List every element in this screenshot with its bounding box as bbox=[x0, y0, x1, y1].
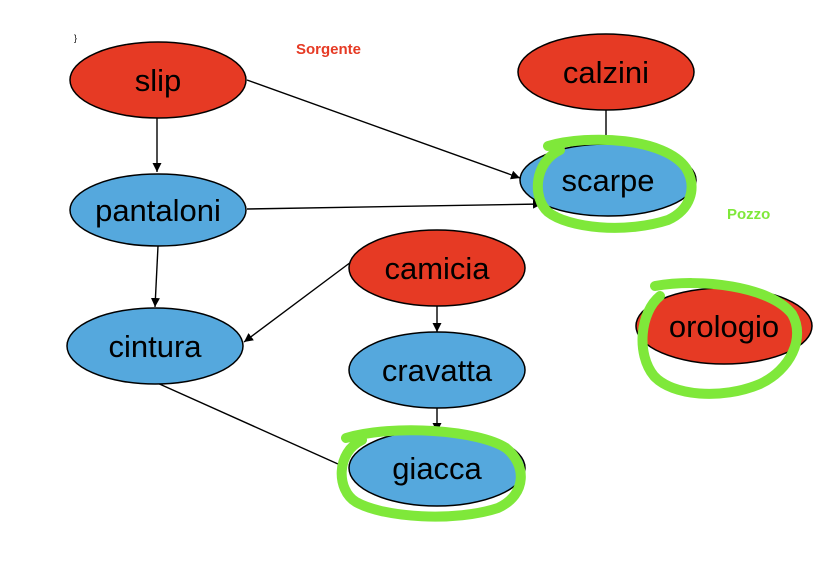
highlight-circle-giacca bbox=[336, 425, 526, 522]
highlight-layer bbox=[336, 134, 802, 522]
node-giacca-label: giacca bbox=[392, 451, 482, 486]
node-calzini: calzini bbox=[517, 33, 695, 111]
node-orologio: orologio bbox=[635, 287, 813, 365]
node-camicia-label: camicia bbox=[384, 251, 490, 286]
node-scarpe-label: scarpe bbox=[561, 163, 654, 198]
node-pantaloni: pantaloni bbox=[69, 173, 247, 247]
node-orologio-label: orologio bbox=[669, 309, 779, 344]
node-camicia: camicia bbox=[348, 229, 526, 307]
edge-pantaloni-cintura bbox=[150, 245, 160, 308]
node-cintura-label: cintura bbox=[108, 329, 202, 364]
node-slip: slip bbox=[69, 41, 247, 119]
node-scarpe: scarpe bbox=[519, 143, 697, 217]
nodes-layer: slip calzini scarpe pantaloni camicia cintura… bbox=[66, 33, 813, 507]
legend-sink: Pozzo bbox=[727, 206, 771, 223]
node-giacca: giacca bbox=[348, 429, 526, 507]
node-pantaloni-label: pantaloni bbox=[95, 193, 221, 228]
node-cravatta-label: cravatta bbox=[382, 353, 493, 388]
edge-slip-scarpe bbox=[246, 79, 521, 180]
highlight-circle-orologio bbox=[637, 278, 802, 399]
node-cintura: cintura bbox=[66, 307, 244, 385]
node-cravatta: cravatta bbox=[348, 331, 526, 409]
edge-camicia-cintura bbox=[243, 261, 352, 343]
node-pantaloni-shape bbox=[69, 173, 247, 247]
node-camicia-shape bbox=[348, 229, 526, 307]
corner-mark: } bbox=[74, 33, 78, 43]
node-calzini-shape bbox=[517, 33, 695, 111]
edges-layer bbox=[150, 79, 611, 465]
highlight-circle-scarpe bbox=[532, 134, 697, 233]
node-cravatta-shape bbox=[348, 331, 526, 409]
edge-pantaloni-scarpe bbox=[246, 199, 543, 210]
legend-source: Sorgente bbox=[296, 41, 362, 58]
node-slip-shape bbox=[69, 41, 247, 119]
node-cintura-shape bbox=[66, 307, 244, 385]
edge-cintura-giacca bbox=[154, 381, 339, 465]
node-slip-label: slip bbox=[135, 63, 182, 98]
node-calzini-label: calzini bbox=[563, 55, 649, 90]
